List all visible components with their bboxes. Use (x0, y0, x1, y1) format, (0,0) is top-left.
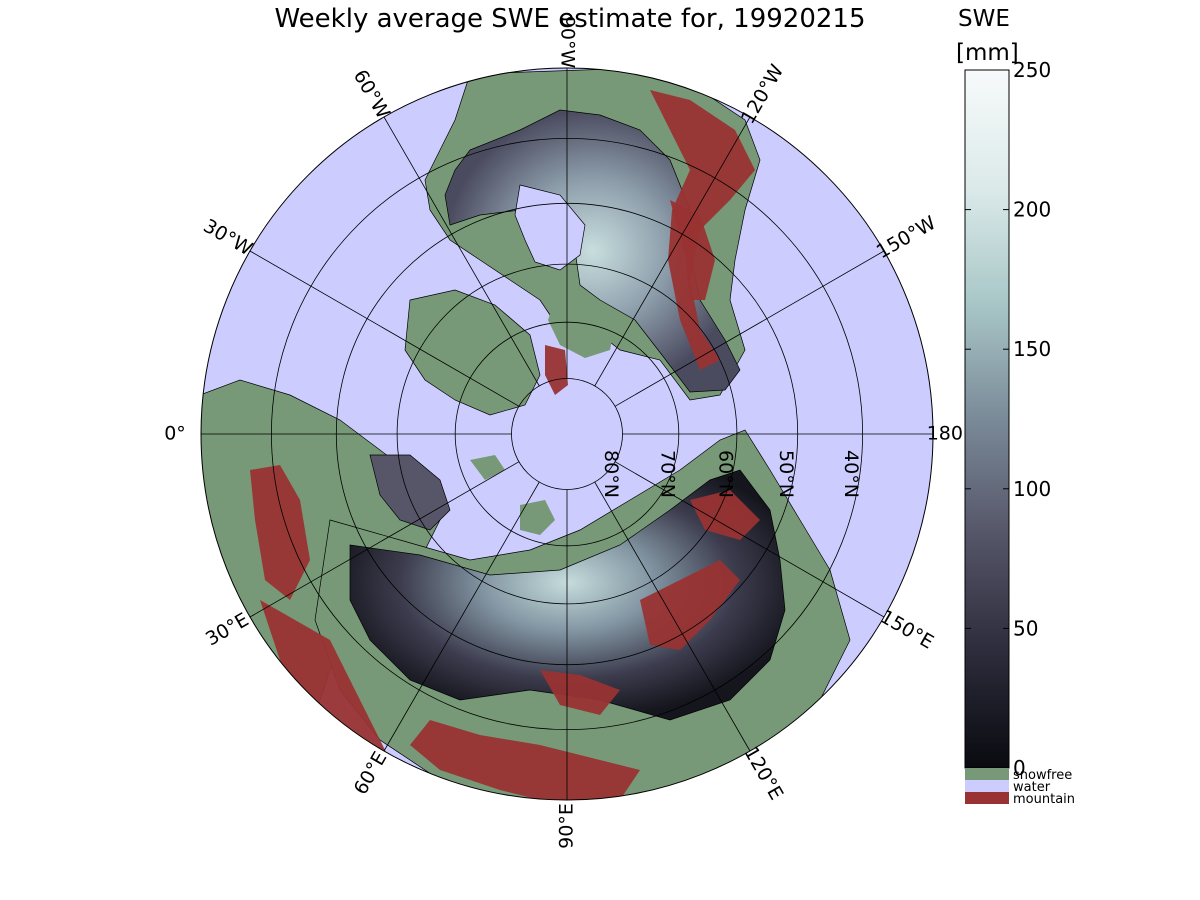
colorbar-unit: [mm] (956, 40, 1019, 66)
longitude-label: 150°W (873, 212, 940, 263)
colorbar-tick-label: 250 (1013, 58, 1051, 82)
meridian-line (594, 481, 751, 752)
mountain-altai (540, 670, 620, 715)
novaya-zemlya (520, 500, 555, 535)
map-title: Weekly average SWE estimate for, 1992021… (274, 4, 866, 34)
mountain-greenland-east (545, 345, 568, 395)
latitude-label: 80°N (600, 450, 622, 498)
colorbar-tick-label: 150 (1013, 337, 1051, 361)
latitude-label: 50°N (775, 450, 797, 498)
colorbar: SWE [mm] 0 50 100 150 200 250 snowfreewatermo… (956, 6, 1075, 807)
meridian-line (614, 461, 885, 618)
legend-swatch-mountain (965, 792, 1009, 804)
svalbard (470, 455, 505, 480)
legend-swatch-water (965, 780, 1009, 792)
scandinavia-snow (369, 454, 451, 531)
greenland-land (404, 289, 541, 416)
longitude-label: 150°E (876, 606, 937, 654)
eurasia-snow (349, 469, 786, 721)
meridian-line (249, 461, 520, 618)
mountain-caucasus (260, 600, 390, 770)
graticule (200, 67, 934, 801)
mountain-central-asia (410, 720, 640, 800)
meridian-line (594, 116, 751, 387)
colorbar-ticks: 0 50 100 150 200 250 (965, 58, 1051, 780)
colorbar-title: SWE (958, 6, 1010, 32)
legend-label-snowfree: snowfree (1013, 768, 1072, 783)
mountain-rockies (650, 90, 755, 370)
arctic-archipelago (548, 300, 615, 358)
longitude-label: 90°E (556, 803, 578, 849)
meridian-line (383, 116, 540, 387)
legend-swatch-snowfree (965, 768, 1009, 780)
longitude-label: 90°W (557, 16, 579, 69)
mountain-chukotka (690, 490, 760, 540)
latitude-label: 60°N (714, 450, 736, 498)
longitude-label: 0° (164, 423, 186, 445)
latitude-labels: 80°N 70°N 60°N 50°N 40°N (600, 450, 862, 498)
longitude-label: 60°E (350, 748, 392, 799)
legend-label-mountain: mountain (1013, 792, 1075, 807)
colorbar-tick-label: 50 (1013, 616, 1038, 640)
meridian-line (383, 481, 540, 752)
mountain-alaska (670, 200, 715, 300)
colorbar-tick-label: 0 (1013, 756, 1026, 780)
colorbar-tick-label: 100 (1013, 477, 1051, 501)
meridian-line (249, 250, 520, 407)
north-america-snow (444, 109, 741, 393)
legend-label-water: water (1013, 780, 1051, 795)
longitude-label: 120°E (739, 743, 787, 804)
latitude-label: 40°N (840, 450, 862, 498)
longitude-label: 60°W (349, 66, 394, 123)
colorbar-tick-label: 200 (1013, 198, 1051, 222)
mountain-siberia-east (640, 560, 740, 650)
meridian-line (614, 250, 885, 407)
mountain-alps (250, 465, 310, 600)
longitude-label: 30°W (200, 215, 257, 260)
longitude-label: 120°W (737, 61, 788, 128)
colorbar-scale (964, 69, 1010, 769)
latitude-label: 70°N (656, 450, 678, 498)
longitude-label: 30°E (202, 609, 253, 651)
